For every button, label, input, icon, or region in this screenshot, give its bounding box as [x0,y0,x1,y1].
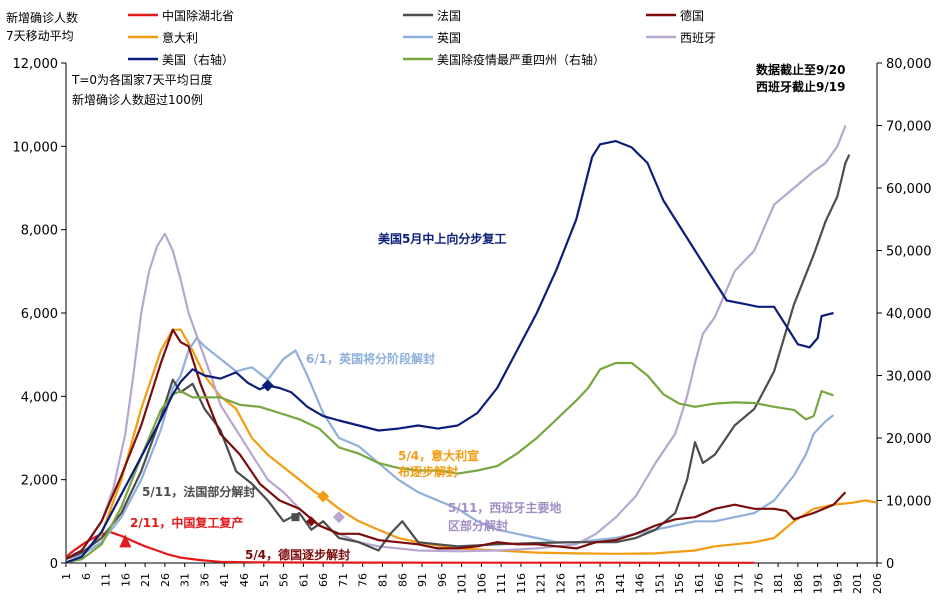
x-tick-label: 51 [258,573,271,587]
y-tick-label-left: 8,000 [21,224,58,239]
annotation-uk: 6/1，英国将分阶段解封 [306,351,435,366]
x-tick-label: 26 [159,573,172,587]
marker-germany-reopen [306,516,317,527]
x-tick-label: 46 [238,573,251,587]
x-tick-label: 116 [515,573,528,594]
x-tick-label: 1 [60,573,73,580]
legend-label-uk: 英国 [437,31,461,45]
x-tick-label: 31 [179,573,192,587]
x-tick-label: 181 [772,573,785,594]
y-tick-label-left: 6,000 [21,307,58,322]
x-tick-label: 11 [100,573,113,587]
x-tick-label: 206 [871,573,884,594]
x-tick-label: 146 [634,573,647,594]
x-tick-label: 71 [337,573,350,587]
series-line-us4 [65,361,834,564]
x-tick-label: 131 [574,573,587,594]
y-tick-label-left: 0 [50,557,58,572]
annotation-italy-line-2: 布逐步解封 [398,464,458,479]
marker-us-reopen [261,379,274,392]
legend-label-germany: 德国 [680,8,704,23]
x-tick-label: 16 [119,573,132,587]
series-line-italy [65,328,878,560]
y-tick-label-right: 20,000 [886,432,932,447]
x-tick-label: 191 [812,573,825,594]
marker-hubei-reopen [119,534,132,548]
x-tick-label: 96 [436,573,449,587]
x-tick-label: 141 [614,573,627,594]
x-tick-label: 156 [673,573,686,594]
series-line-uk [65,336,835,560]
series-line-us [65,140,834,564]
marker-italy-reopen [317,490,330,503]
x-tick-label: 126 [555,573,568,594]
x-tick-label: 151 [653,573,666,594]
x-tick-label: 66 [317,573,330,587]
y-tick-label-right: 30,000 [886,370,932,385]
y-tick-label-right: 10,000 [886,495,932,510]
x-tick-label: 106 [475,573,488,594]
marker-france-reopen [291,513,300,522]
y-tick-label-left: 2,000 [21,474,58,489]
x-tick-label: 171 [733,573,746,594]
cutoff-line-1: 数据截止至9/20 [756,62,845,77]
note-line-1: T=0为各国家7天平均日度 [71,72,213,87]
legend-label-spain: 西班牙 [680,31,716,45]
y-tick-label-right: 60,000 [886,182,932,197]
x-tick-label: 196 [831,573,844,594]
x-tick-label: 201 [851,573,864,594]
x-tick-label: 121 [535,573,548,594]
y-tick-label-left: 4,000 [21,390,58,405]
annotation-france: 5/11，法国部分解封 [142,484,255,499]
cutoff-line-2: 西班牙截止9/19 [756,79,845,94]
annotation-spain-line-2: 区部分解封 [448,518,508,533]
x-tick-label: 91 [416,573,429,587]
x-tick-label: 6 [80,573,93,580]
x-tick-label: 166 [713,573,726,594]
x-tick-label: 161 [693,573,706,594]
annotation-italy-line-1: 5/4，意大利宣 [398,448,479,463]
x-tick-label: 81 [376,573,389,587]
series-line-hubei [65,530,755,564]
marker-spain-reopen [332,511,345,524]
x-tick-label: 36 [198,573,211,587]
legend-label-france: 法国 [437,9,461,23]
annotation-hubei: 2/11，中国复工复产 [130,515,243,530]
x-tick-label: 111 [495,573,508,594]
series-line-france [65,154,851,560]
legend-label-italy: 意大利 [162,30,198,45]
x-tick-label: 61 [297,573,310,587]
x-tick-label: 86 [396,573,409,587]
y-tick-label-right: 70,000 [886,120,932,135]
x-tick-label: 56 [278,573,291,587]
x-tick-label: 41 [218,573,231,587]
legend-label-hubei: 中国除湖北省 [162,8,234,23]
y-tick-label-right: 40,000 [886,307,932,322]
y-tick-label-left: 10,000 [13,140,59,155]
x-tick-label: 101 [456,573,469,594]
y-tick-label-right: 50,000 [886,245,932,260]
legend-label-us4: 美国除疫情最严重四州（右轴） [437,52,605,67]
x-tick-label: 21 [139,573,152,587]
note-line-2: 新增确诊人数超过100例 [72,92,203,107]
annotation-germany: 5/4，德国逐步解封 [245,547,350,562]
legend: 中国除湖北省 法国 德国 意大利 英国 西班牙 美国（右轴） 美国除疫情最严重四… [128,8,716,67]
annotation-us: 美国5月中上向分步复工 [378,231,506,246]
legend-label-us: 美国（右轴） [162,52,234,67]
ylabel-line-2: 7天移动平均 [6,29,74,43]
y-tick-label-left: 12,000 [13,57,59,72]
annotations: 美国5月中上向分步复工 6/1，英国将分阶段解封 5/4，意大利宣 布逐步解封 … [130,231,561,562]
x-tick-label: 186 [792,573,805,594]
series-line-germany [65,328,847,560]
annotation-spain-line-1: 5/11，西班牙主要地 [448,500,561,515]
x-tick-label: 176 [752,573,765,594]
x-tick-label: 76 [357,573,370,587]
x-tick-label: 136 [594,573,607,594]
ylabel-line-1: 新增确诊人数 [6,10,78,25]
y-tick-label-right: 80,000 [886,57,932,72]
y-tick-label-right: 0 [886,557,894,572]
